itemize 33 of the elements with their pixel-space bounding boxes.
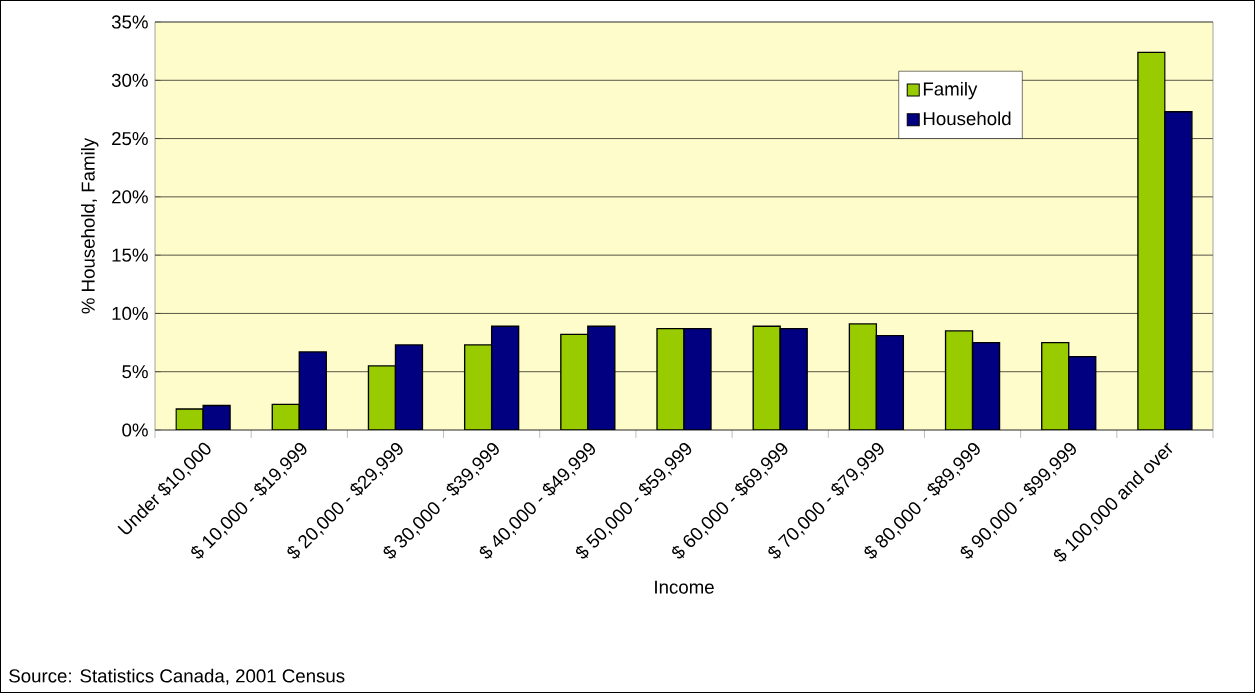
bar	[875, 334, 905, 430]
bar	[752, 325, 781, 430]
bar	[848, 323, 878, 430]
source-note: Source: Statistics Canada, 2001 Census	[9, 668, 345, 685]
y-tick-label: 10%	[112, 306, 148, 321]
y-tick-label: 0%	[122, 423, 148, 437]
bar	[560, 333, 589, 430]
bar	[271, 403, 300, 430]
bar	[298, 351, 327, 430]
y-tick-label: 15%	[112, 248, 148, 262]
bar	[683, 327, 712, 430]
bar	[394, 344, 424, 430]
x-axis-title: Income	[655, 580, 714, 594]
y-axis-title: % Household, Family	[81, 137, 99, 314]
bar	[367, 365, 397, 430]
bar	[1041, 341, 1070, 430]
bar	[656, 327, 685, 430]
y-tick-label: 35%	[111, 15, 148, 29]
bar	[463, 344, 493, 430]
bar	[1164, 111, 1193, 430]
bar	[490, 325, 520, 430]
bar	[779, 327, 808, 430]
y-tick-label: 25%	[112, 131, 148, 146]
bar	[944, 330, 974, 430]
legend-label: Family	[923, 81, 978, 100]
bar	[587, 325, 616, 430]
bar	[1068, 355, 1097, 430]
y-tick-label: 5%	[122, 365, 148, 379]
legend-label: Household	[923, 111, 1011, 126]
y-tick-label: 30%	[111, 73, 148, 87]
bar	[971, 341, 1001, 430]
y-tick-label: 20%	[112, 190, 148, 204]
bar	[1137, 51, 1166, 430]
